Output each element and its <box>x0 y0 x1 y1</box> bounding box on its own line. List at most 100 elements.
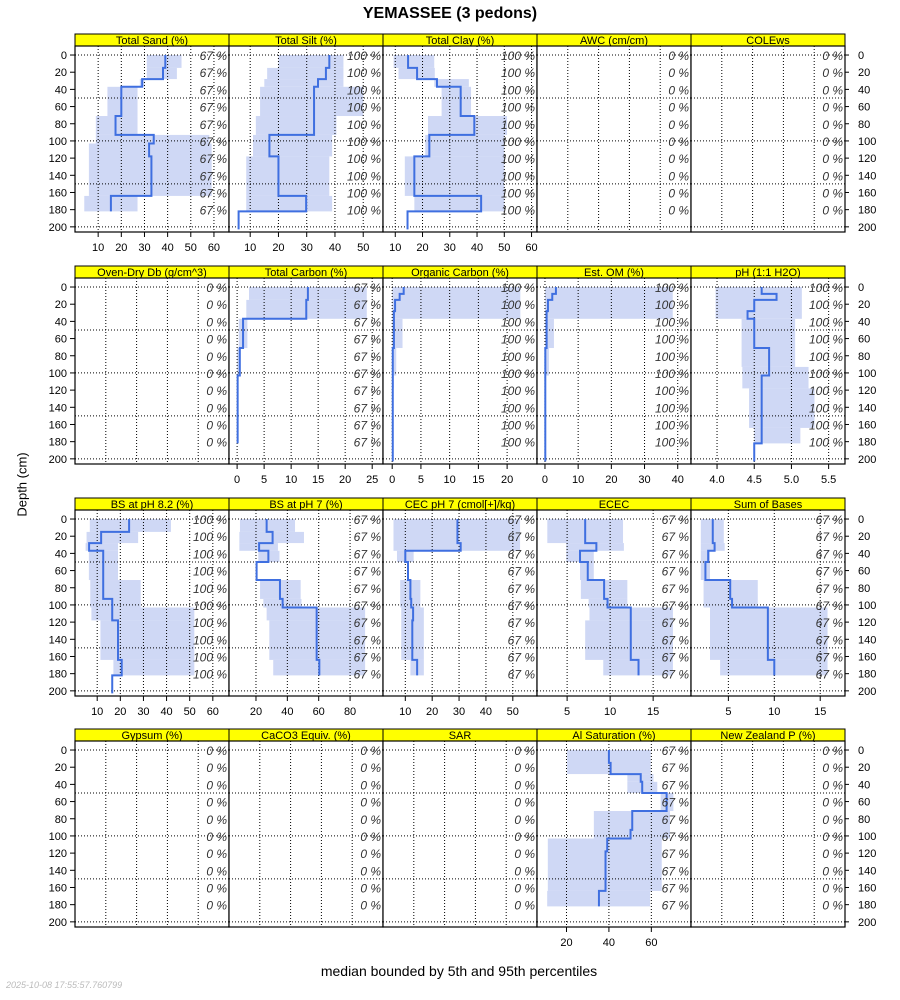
percent-label: 100 % <box>347 83 381 97</box>
percent-label: 0 % <box>360 796 381 810</box>
percent-label: 100 % <box>809 281 843 295</box>
y-tick-label-left: 120 <box>49 385 67 397</box>
percent-label: 100 % <box>347 118 381 132</box>
panel-title: COLEws <box>746 35 790 47</box>
y-tick-label-left: 160 <box>49 882 67 894</box>
y-tick-label-right: 200 <box>858 917 876 929</box>
percentile-band <box>544 348 549 376</box>
y-tick-label-right: 20 <box>858 67 870 79</box>
x-tick-label: 30 <box>138 242 150 254</box>
percent-label: 0 % <box>822 152 843 166</box>
panel-title: Organic Carbon (%) <box>411 267 509 279</box>
x-tick-label: 10 <box>285 474 297 486</box>
panel-oven-dry-db-g-cm-3: Oven-Dry Db (g/cm^3) 0 % 0 % 0 % 0 % 0 % 0 % 0 … <box>74 265 230 465</box>
percent-label: 67 % <box>354 298 382 312</box>
percent-label: 0 % <box>206 778 227 792</box>
percentile-band <box>246 195 333 212</box>
panel-bs-at-ph-8-2: BS at pH 8.2 (%) 100 % 100 % 100 % 100 % 100 … <box>74 497 230 718</box>
percent-label: 67 % <box>200 152 228 166</box>
y-tick-label-left: 140 <box>49 634 67 646</box>
panel-total-carbon: Total Carbon (%) 67 % 67 % 67 % 67 % 67 % 67 %… <box>228 265 384 486</box>
percent-label: 100 % <box>501 418 535 432</box>
y-tick-label-right: 80 <box>858 814 870 826</box>
percent-label: 0 % <box>206 881 227 895</box>
y-tick-label-left: 40 <box>55 84 67 96</box>
y-tick-label-left: 100 <box>49 136 67 148</box>
percent-label: 0 % <box>206 333 227 347</box>
percent-label: 100 % <box>501 350 535 364</box>
percent-label: 0 % <box>668 204 689 218</box>
y-tick-label-left: 200 <box>49 454 67 466</box>
percent-label: 67 % <box>662 899 690 913</box>
y-tick-label-right: 180 <box>858 437 876 449</box>
percent-label: 0 % <box>668 49 689 63</box>
percent-label: 100 % <box>655 298 689 312</box>
percent-label: 100 % <box>347 169 381 183</box>
median-line <box>255 519 321 676</box>
percent-label: 67 % <box>816 547 844 561</box>
x-tick-label: 40 <box>162 242 174 254</box>
percent-label: 67 % <box>662 778 690 792</box>
percentile-band <box>95 134 210 144</box>
panel-frame <box>690 277 846 465</box>
percentile-band <box>700 543 725 551</box>
percent-label: 67 % <box>662 565 690 579</box>
panel-title: Est. OM (%) <box>584 267 644 279</box>
x-tick-label: 20 <box>501 474 513 486</box>
y-tick-label-right: 200 <box>858 454 876 466</box>
percentile-band <box>427 116 508 135</box>
percent-label: 0 % <box>668 83 689 97</box>
percent-label: 0 % <box>360 744 381 758</box>
median-line <box>544 287 557 462</box>
percent-label: 0 % <box>822 881 843 895</box>
x-tick-label: 0 <box>542 474 548 486</box>
y-tick-label-left: 120 <box>49 617 67 629</box>
percent-label: 0 % <box>822 778 843 792</box>
panel-background <box>75 278 229 464</box>
percent-label: 0 % <box>822 169 843 183</box>
panel-ecec: ECEC 67 % 67 % 67 % 67 % 67 % 67 % 67 % 67 % 67 %… <box>536 497 692 718</box>
median-line <box>237 55 331 230</box>
panel-background <box>383 741 537 927</box>
percent-label: 67 % <box>816 513 844 527</box>
x-tick-label: 50 <box>498 242 510 254</box>
percent-label: 100 % <box>501 186 535 200</box>
percent-label: 67 % <box>662 599 690 613</box>
percentile-band <box>146 67 177 80</box>
panel-title: Gypsum (%) <box>121 730 182 742</box>
y-tick-label-right: 100 <box>858 136 876 148</box>
x-tick-label: 20 <box>272 242 284 254</box>
percent-label: 67 % <box>662 513 690 527</box>
percent-label: 0 % <box>514 830 535 844</box>
panel-background <box>229 741 383 927</box>
y-tick-label-right: 140 <box>858 634 876 646</box>
panel-title: Sum of Bases <box>734 499 803 511</box>
percent-label: 0 % <box>822 118 843 132</box>
y-tick-label-right: 180 <box>858 669 876 681</box>
x-tick-label: 50 <box>507 706 519 718</box>
y-tick-label-right: 40 <box>858 779 870 791</box>
percent-label: 100 % <box>809 401 843 415</box>
percent-label: 0 % <box>668 101 689 115</box>
x-tick-label: 20 <box>339 474 351 486</box>
median-line <box>236 287 309 444</box>
y-tick-label-right: 160 <box>858 651 876 663</box>
percent-label: 67 % <box>662 744 690 758</box>
percentile-band <box>392 287 521 319</box>
x-tick-label: 30 <box>301 242 313 254</box>
percentile-band <box>393 55 435 68</box>
percent-label: 0 % <box>822 49 843 63</box>
x-tick-label: 60 <box>207 706 219 718</box>
y-tick-label-left: 200 <box>49 917 67 929</box>
percent-label: 100 % <box>809 298 843 312</box>
y-tick-label-left: 180 <box>49 437 67 449</box>
y-tick-label-left: 0 <box>61 514 67 526</box>
percent-label: 0 % <box>514 864 535 878</box>
x-tick-label: 40 <box>672 474 684 486</box>
percent-label: 0 % <box>822 101 843 115</box>
percent-label: 67 % <box>662 813 690 827</box>
x-tick-label: 4.5 <box>747 474 762 486</box>
percent-label: 67 % <box>354 333 382 347</box>
x-tick-label: 10 <box>244 242 256 254</box>
percentile-band <box>267 67 344 80</box>
